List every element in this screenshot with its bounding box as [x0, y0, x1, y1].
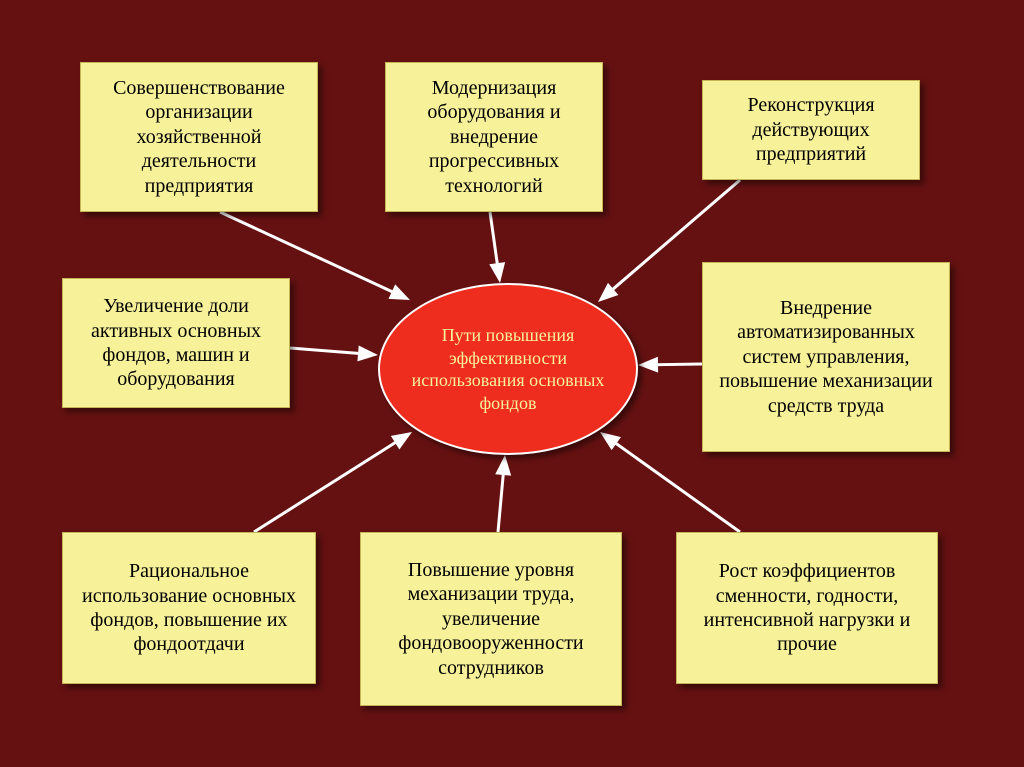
node-b3: Реконструкция действующих предприятий [702, 80, 920, 180]
node-b8: Рост коэффициентов сменности, годности, … [676, 532, 938, 684]
node-b2: Модернизация оборудования и внедрение пр… [385, 62, 603, 212]
node-label: Рациональное использование основных фонд… [71, 559, 307, 657]
node-b4: Увеличение доли активных основных фондов… [62, 278, 290, 408]
node-label: Внедрение автоматизированных систем упра… [711, 296, 941, 418]
node-b6: Рациональное использование основных фонд… [62, 532, 316, 684]
node-b1: Совершенствование организации хозяйствен… [80, 62, 318, 212]
node-label: Рост коэффициентов сменности, годности, … [685, 559, 929, 657]
node-label: Совершенствование организации хозяйствен… [89, 76, 309, 198]
node-label: Реконструкция действующих предприятий [711, 93, 911, 166]
center-node-label: Пути повышения эффективности использован… [402, 324, 614, 414]
node-label: Повышение уровня механизации труда, увел… [369, 558, 613, 680]
node-label: Модернизация оборудования и внедрение пр… [394, 76, 594, 198]
node-label: Увеличение доли активных основных фондов… [71, 294, 281, 392]
node-b7: Повышение уровня механизации труда, увел… [360, 532, 622, 706]
node-b5: Внедрение автоматизированных систем упра… [702, 262, 950, 452]
center-node: Пути повышения эффективности использован… [378, 283, 638, 455]
diagram-stage: Пути повышения эффективности использован… [0, 0, 1024, 767]
